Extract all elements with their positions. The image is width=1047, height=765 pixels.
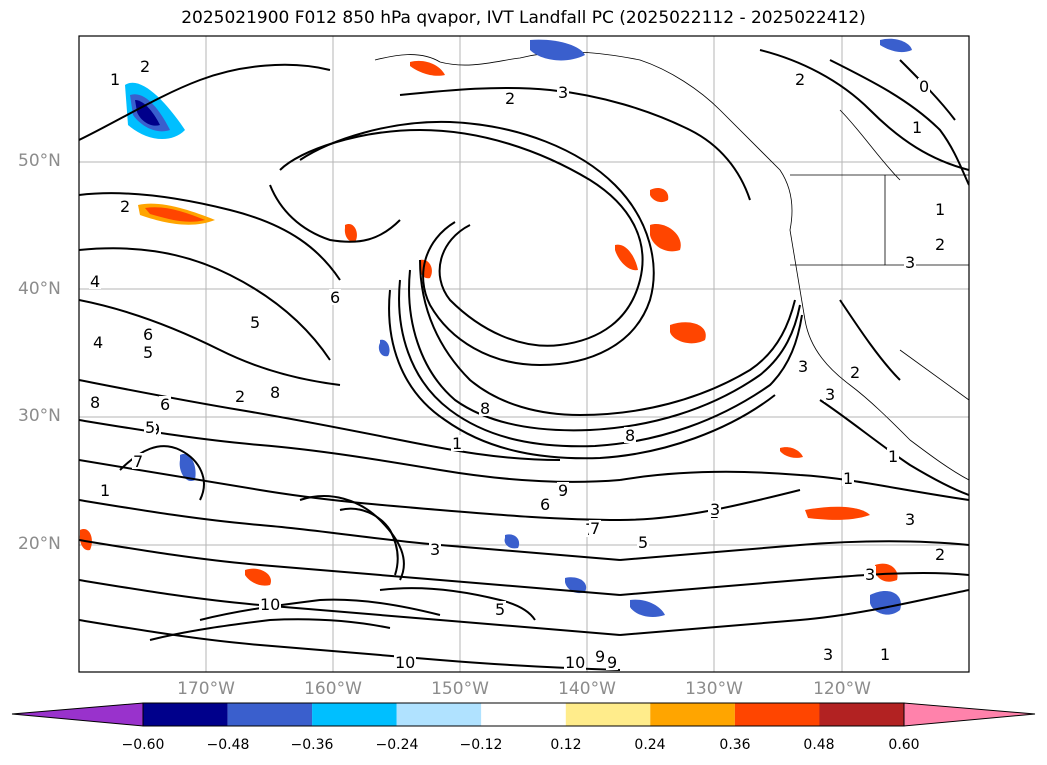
contour-label: 0 [919, 77, 929, 96]
colorbar-cell [481, 703, 566, 726]
contour-label: 2 [505, 89, 515, 108]
colorbar-tick: −0.12 [459, 737, 503, 753]
colorbar-cell [565, 703, 651, 726]
contour-label: 5 [638, 533, 648, 552]
colorbar-tick: 0.60 [888, 737, 920, 753]
colorbar-tick: −0.36 [290, 737, 334, 753]
contour-label: 4 [90, 272, 100, 291]
contour-label: 6 [160, 395, 170, 414]
contour-label: 3 [710, 500, 720, 519]
qvapor-patches [79, 38, 912, 618]
contour-label: 10 [395, 653, 415, 672]
contour-label: 5 [250, 313, 260, 332]
contour-label: 8 [625, 426, 635, 445]
contour-label: 3 [865, 565, 875, 584]
map-title: 2025021900 F012 850 hPa qvapor, IVT Land… [181, 8, 866, 28]
contour-label: 1 [110, 70, 120, 89]
contour-label: 3 [823, 645, 833, 664]
contour-label: 3 [798, 357, 808, 376]
contour-label: 1 [935, 200, 945, 219]
contour-label: 2 [850, 363, 860, 382]
contour-label: 3 [430, 540, 440, 559]
contour-label: 1 [100, 481, 110, 500]
contour-label: 6 [540, 495, 550, 514]
coastline [374, 51, 969, 481]
colorbar-cell [312, 703, 397, 726]
contour-label: 6 [330, 288, 340, 307]
colorbar-cell [734, 703, 820, 726]
colorbar-cell [227, 703, 313, 726]
contour-lines [79, 49, 969, 671]
contour-label: 10 [565, 653, 585, 672]
colorbar-tick: −0.48 [206, 737, 250, 753]
lon-label-170w: 170°W [177, 679, 235, 699]
lat-label-30n: 30°N [18, 406, 61, 426]
colorbar-cell [396, 703, 482, 726]
contour-label: 2 [935, 235, 945, 254]
colorbar-tick: −0.60 [121, 737, 165, 753]
colorbar-cell [819, 703, 904, 726]
contour-label: 3 [905, 253, 915, 272]
lon-label-160w: 160°W [304, 679, 362, 699]
contour-label: 2 [935, 545, 945, 564]
lat-label-50n: 50°N [18, 151, 61, 171]
contour-label: 2 [235, 387, 245, 406]
contour-label: 5 [145, 418, 155, 437]
contour-label: 10 [260, 595, 280, 614]
contour-label: 2 [120, 197, 130, 216]
contour-label: 3 [558, 83, 568, 102]
colorbar-tick: 0.48 [803, 737, 835, 753]
colorbar-arrow-high [903, 702, 1036, 727]
contour-label: 1 [888, 447, 898, 466]
contour-label: 1 [843, 469, 853, 488]
contour-label: 5 [143, 343, 153, 362]
lat-label-20n: 20°N [18, 534, 61, 554]
contour-label: 9 [558, 481, 568, 500]
contour-labels: 1232201216544652889678516913211831373233… [89, 57, 946, 672]
map-frame [78, 35, 970, 673]
lat-label-40n: 40°N [18, 279, 61, 299]
lon-label-120w: 120°W [813, 679, 871, 699]
lon-label-130w: 130°W [685, 679, 743, 699]
contour-label: 2 [140, 57, 150, 76]
contour-label: 8 [90, 393, 100, 412]
lon-label-150w: 150°W [431, 679, 489, 699]
contour-label: 3 [825, 385, 835, 404]
contour-label: 4 [93, 333, 103, 352]
gridlines [79, 36, 969, 672]
colorbar [11, 702, 1036, 727]
contour-label: 7 [590, 519, 600, 538]
colorbar-tick: 0.36 [719, 737, 751, 753]
contour-label: 8 [270, 383, 280, 402]
contour-label: 5 [495, 600, 505, 619]
contour-label: 9 [607, 653, 617, 672]
colorbar-cell [650, 703, 735, 726]
colorbar-tick: 0.24 [634, 737, 666, 753]
contour-label: 6 [143, 325, 153, 344]
lon-label-140w: 140°W [558, 679, 616, 699]
contour-label: 8 [480, 399, 490, 418]
colorbar-arrow-low [11, 702, 144, 727]
contour-label: 1 [452, 434, 462, 453]
contour-label: 1 [912, 118, 922, 137]
contour-label: 1 [880, 645, 890, 664]
colorbar-tick: −0.24 [375, 737, 419, 753]
colorbar-cell [143, 703, 228, 726]
contour-label: 3 [905, 510, 915, 529]
colorbar-tick: 0.12 [550, 737, 582, 753]
contour-label: 2 [795, 70, 805, 89]
contour-label: 9 [595, 647, 605, 666]
contour-label: 7 [133, 452, 143, 471]
